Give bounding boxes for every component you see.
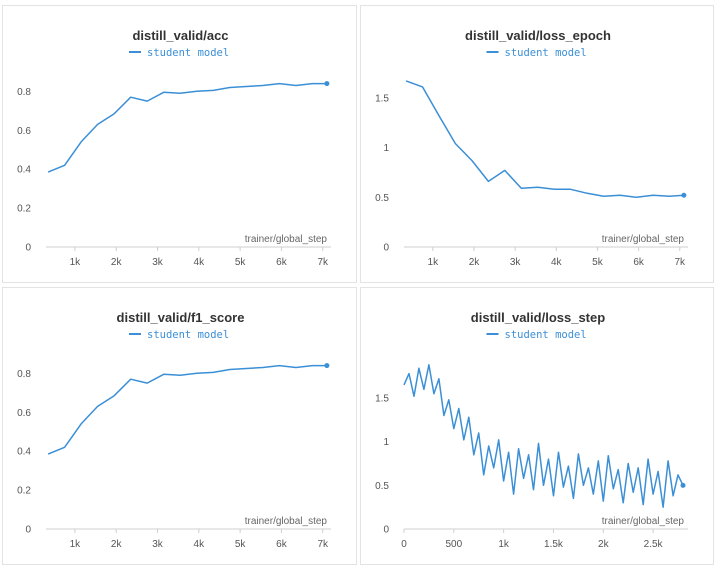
x-tick-label: 7k (317, 257, 329, 268)
x-tick-label: 1k (498, 539, 510, 550)
x-tick-label: 5k (235, 257, 247, 268)
y-tick-label: 0.6 (17, 126, 31, 137)
x-tick-label: 1k (428, 257, 440, 268)
y-tick-label: 0.2 (17, 486, 31, 497)
y-tick-label: 0 (25, 525, 31, 536)
y-tick-label: 0.6 (17, 408, 31, 419)
x-tick-label: 4k (194, 539, 206, 550)
y-tick-label: 1.5 (375, 93, 389, 104)
series-end-point (324, 81, 330, 87)
x-tick-label: 1k (70, 257, 82, 268)
y-tick-label: 1 (383, 437, 389, 448)
x-tick-label: 2k (598, 539, 610, 550)
y-tick-label: 1 (383, 143, 389, 154)
x-axis-label: trainer/global_step (245, 516, 328, 527)
y-tick-label: 0.4 (17, 447, 31, 458)
legend-label: student model (147, 47, 229, 59)
x-tick-label: 4k (551, 257, 563, 268)
chart-title: distill_valid/loss_epoch (465, 28, 611, 43)
legend-label: student model (505, 329, 587, 341)
series-line (405, 80, 684, 199)
series-line (403, 364, 684, 508)
x-tick-label: 6k (276, 257, 288, 268)
y-tick-label: 0 (383, 243, 389, 254)
x-tick-label: 7k (317, 539, 329, 550)
x-tick-label: 1.5k (544, 539, 564, 550)
y-tick-label: 1.5 (375, 394, 389, 405)
x-axis-label: trainer/global_step (602, 516, 685, 527)
chart-title: distill_valid/f1_score (117, 310, 245, 325)
x-axis-label: trainer/global_step (245, 234, 328, 245)
legend-label: student model (505, 47, 587, 59)
x-tick-label: 5k (235, 539, 247, 550)
y-tick-label: 0.5 (375, 193, 389, 204)
x-tick-label: 3k (152, 257, 164, 268)
y-tick-label: 0 (383, 525, 389, 536)
x-tick-label: 2k (469, 257, 481, 268)
y-tick-label: 0.8 (17, 87, 31, 98)
x-tick-label: 0 (401, 539, 407, 550)
series-end-point (324, 363, 330, 369)
x-tick-label: 5k (592, 257, 604, 268)
legend-label: student model (147, 329, 229, 341)
chart-title: distill_valid/acc (132, 28, 228, 43)
x-tick-label: 2k (111, 257, 123, 268)
x-axis-label: trainer/global_step (602, 234, 685, 245)
x-tick-label: 6k (633, 257, 645, 268)
x-tick-label: 3k (510, 257, 522, 268)
y-tick-label: 0.4 (17, 165, 31, 176)
x-tick-label: 3k (152, 539, 164, 550)
y-tick-label: 0.5 (375, 481, 389, 492)
x-tick-label: 2k (111, 539, 123, 550)
series-end-point (681, 192, 687, 198)
series-line (47, 364, 327, 455)
x-tick-label: 7k (674, 257, 686, 268)
x-tick-label: 4k (194, 257, 206, 268)
chart-title: distill_valid/loss_step (471, 310, 605, 325)
x-tick-label: 1k (70, 539, 82, 550)
x-tick-label: 500 (445, 539, 462, 550)
y-tick-label: 0.8 (17, 369, 31, 380)
x-tick-label: 2.5k (644, 539, 664, 550)
series-line (47, 82, 327, 173)
x-tick-label: 6k (276, 539, 288, 550)
series-end-point (680, 482, 686, 488)
y-tick-label: 0.2 (17, 204, 31, 215)
y-tick-label: 0 (25, 243, 31, 254)
